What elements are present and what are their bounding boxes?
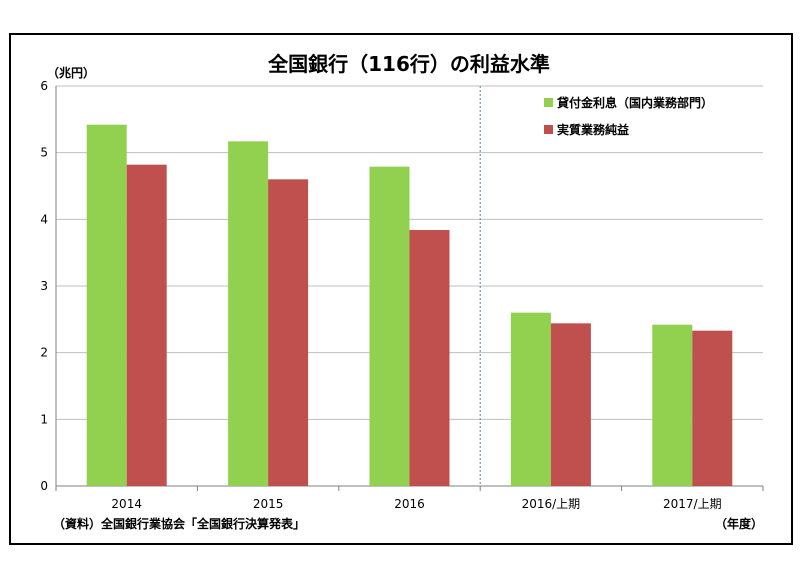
- x-tick-label: 2016: [394, 497, 425, 511]
- bar-net-business-profit-0: [126, 164, 167, 486]
- legend-label: 実質業務純益: [557, 122, 629, 137]
- x-tick-label: 2014: [111, 497, 142, 511]
- y-tick-label: 0: [40, 479, 48, 493]
- x-tick-label: 2016/上期: [522, 497, 581, 511]
- y-tick-label: 1: [40, 412, 48, 426]
- y-tick-labels: 0 1 2 3 4 5 6: [40, 79, 48, 493]
- bar-net-business-profit-4: [692, 330, 733, 486]
- legend-label: 貸付金利息（国内業務部門）: [557, 95, 713, 110]
- y-tick-label: 6: [40, 79, 48, 93]
- bar-net-business-profit-2: [409, 230, 450, 486]
- bar-loan-interest-4: [652, 324, 693, 486]
- x-axis-unit: （年度）: [715, 516, 763, 531]
- chart-title: 全国銀行（116行）の利益水準: [267, 52, 550, 76]
- bar-net-business-profit-3: [550, 323, 591, 486]
- bars-group: [86, 124, 733, 487]
- y-tick-label: 3: [40, 279, 48, 293]
- y-tick-label: 4: [40, 212, 48, 226]
- x-tick-label: 2017/上期: [663, 497, 722, 511]
- y-axis-unit: （兆円）: [47, 65, 95, 80]
- legend: 貸付金利息（国内業務部門） 実質業務純益: [544, 95, 713, 137]
- source-note: （資料）全国銀行業協会「全国銀行決算発表」: [53, 516, 305, 531]
- y-tick-label: 5: [40, 146, 48, 160]
- bar-loan-interest-0: [86, 124, 127, 487]
- y-tick-label: 2: [40, 346, 48, 360]
- bar-loan-interest-1: [228, 141, 269, 486]
- x-tick-labels: 2014 2015 2016 2016/上期 2017/上期: [111, 497, 721, 511]
- bar-loan-interest-3: [510, 312, 551, 486]
- bar-net-business-profit-1: [268, 179, 309, 487]
- bar-loan-interest-2: [369, 166, 410, 486]
- legend-swatch: [544, 98, 553, 107]
- legend-swatch: [544, 125, 553, 134]
- x-tick-label: 2015: [253, 497, 284, 511]
